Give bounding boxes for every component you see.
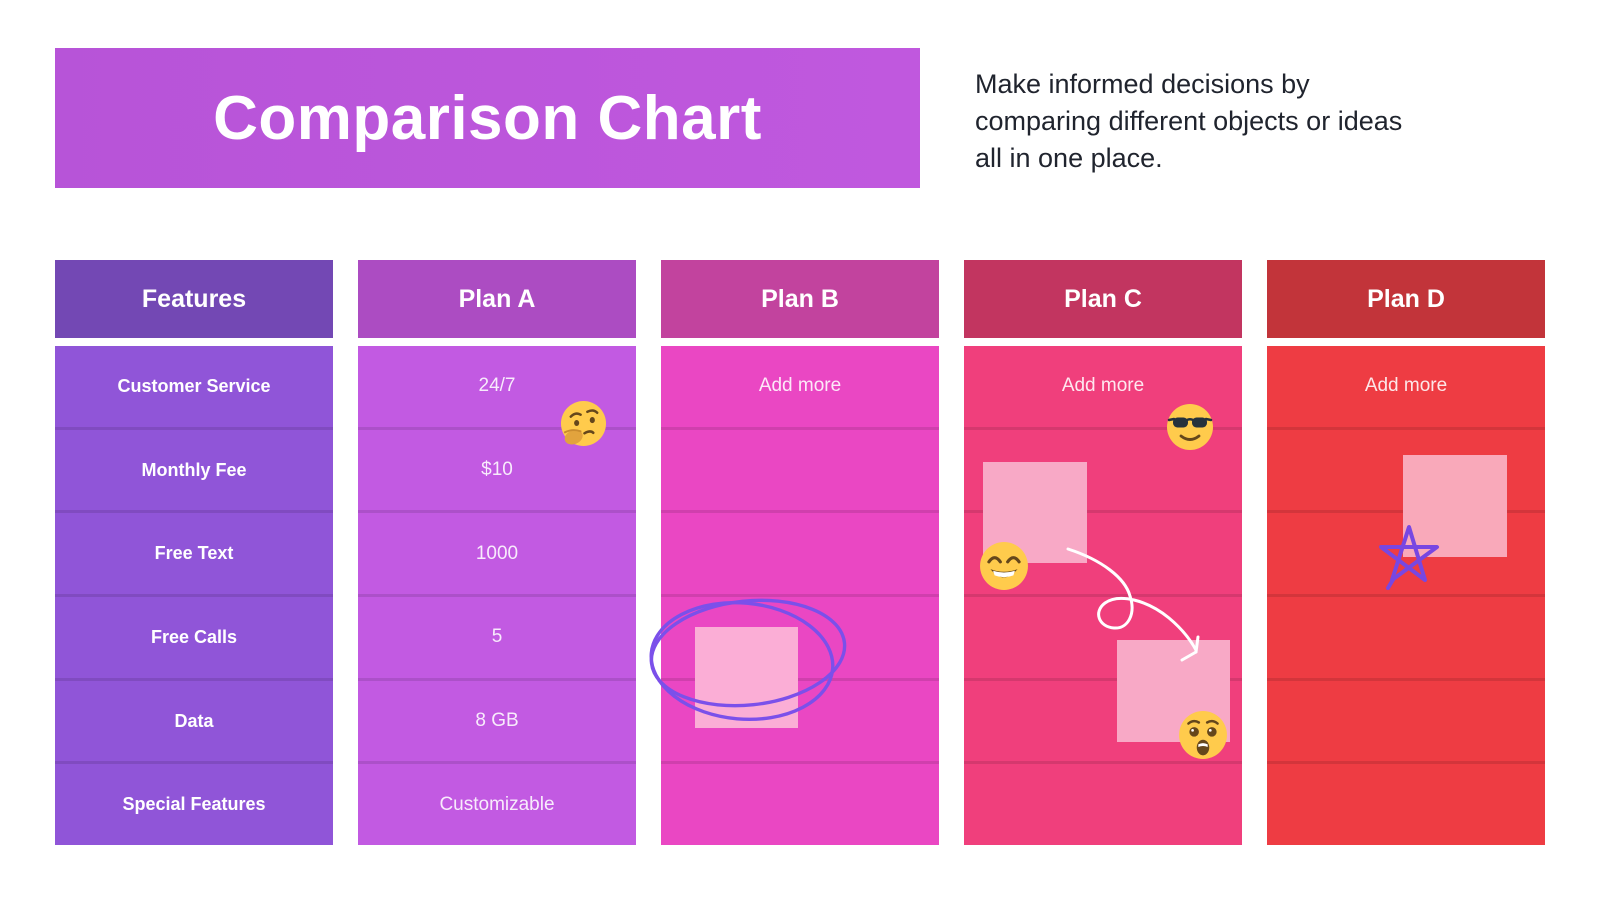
description-line: Make informed decisions by [975, 69, 1310, 99]
astonished-face-emoji[interactable] [1178, 710, 1228, 760]
plan-c-empty-cell[interactable] [964, 597, 1242, 681]
title-banner: Comparison Chart [55, 48, 920, 188]
column-header-plan-d: Plan D [1267, 260, 1545, 338]
column-plan-a: Plan A 24/7 $10 1000 5 8 GB Customizable [358, 260, 636, 845]
comparison-table: Features Customer Service Monthly Fee Fr… [55, 260, 1545, 845]
feature-label-monthly-fee: Monthly Fee [55, 430, 333, 514]
plan-c-empty-cell[interactable] [964, 681, 1242, 765]
plan-b-empty-cell[interactable] [661, 681, 939, 765]
feature-label-data: Data [55, 681, 333, 765]
description-text: Make informed decisions by comparing dif… [975, 66, 1535, 177]
plan-a-customer-service-cell[interactable]: 24/7 [358, 346, 636, 430]
beaming-face-emoji[interactable] [979, 541, 1029, 591]
feature-label-customer-service: Customer Service [55, 346, 333, 430]
column-body-features: Customer Service Monthly Fee Free Text F… [55, 346, 333, 845]
plan-a-free-calls-cell[interactable]: 5 [358, 597, 636, 681]
page-title: Comparison Chart [213, 83, 762, 153]
plan-d-empty-cell[interactable] [1267, 764, 1545, 845]
column-features: Features Customer Service Monthly Fee Fr… [55, 260, 333, 845]
column-header-features: Features [55, 260, 333, 338]
plan-a-data-cell[interactable]: 8 GB [358, 681, 636, 765]
description-line: comparing different objects or ideas [975, 106, 1403, 136]
plan-a-monthly-fee-cell[interactable]: $10 [358, 430, 636, 514]
column-body-plan-b: Add more [661, 346, 939, 845]
plan-c-add-more-cell[interactable]: Add more [964, 346, 1242, 430]
plan-b-empty-cell[interactable] [661, 430, 939, 514]
column-plan-d: Plan D Add more [1267, 260, 1545, 845]
plan-c-empty-cell[interactable] [964, 430, 1242, 514]
plan-d-empty-cell[interactable] [1267, 681, 1545, 765]
sticky-note[interactable] [695, 627, 798, 728]
column-header-plan-a: Plan A [358, 260, 636, 338]
column-body-plan-d: Add more [1267, 346, 1545, 845]
column-header-plan-c: Plan C [964, 260, 1242, 338]
plan-a-special-features-cell[interactable]: Customizable [439, 793, 555, 815]
plan-c-empty-cell[interactable] [964, 764, 1242, 845]
plan-b-empty-cell[interactable] [661, 513, 939, 598]
feature-label-special-features: Special Features [122, 794, 266, 815]
plan-d-empty-cell[interactable] [1267, 597, 1545, 681]
plan-a-free-text-cell[interactable]: 1000 [358, 513, 636, 598]
plan-d-add-more-cell[interactable]: Add more [1267, 346, 1545, 430]
feature-label-free-calls: Free Calls [55, 597, 333, 681]
feature-label-free-text: Free Text [55, 513, 333, 598]
smiling-face-with-sunglasses-emoji[interactable] [1166, 403, 1214, 451]
thinking-face-emoji[interactable] [560, 400, 607, 447]
plan-b-empty-cell[interactable] [661, 764, 939, 845]
description-line: all in one place. [975, 143, 1163, 173]
plan-b-add-more-cell[interactable]: Add more [661, 346, 939, 430]
column-plan-b: Plan B Add more [661, 260, 939, 845]
sticky-note[interactable] [1403, 455, 1507, 557]
plan-d-empty-cell[interactable] [1267, 513, 1545, 598]
column-header-plan-b: Plan B [661, 260, 939, 338]
